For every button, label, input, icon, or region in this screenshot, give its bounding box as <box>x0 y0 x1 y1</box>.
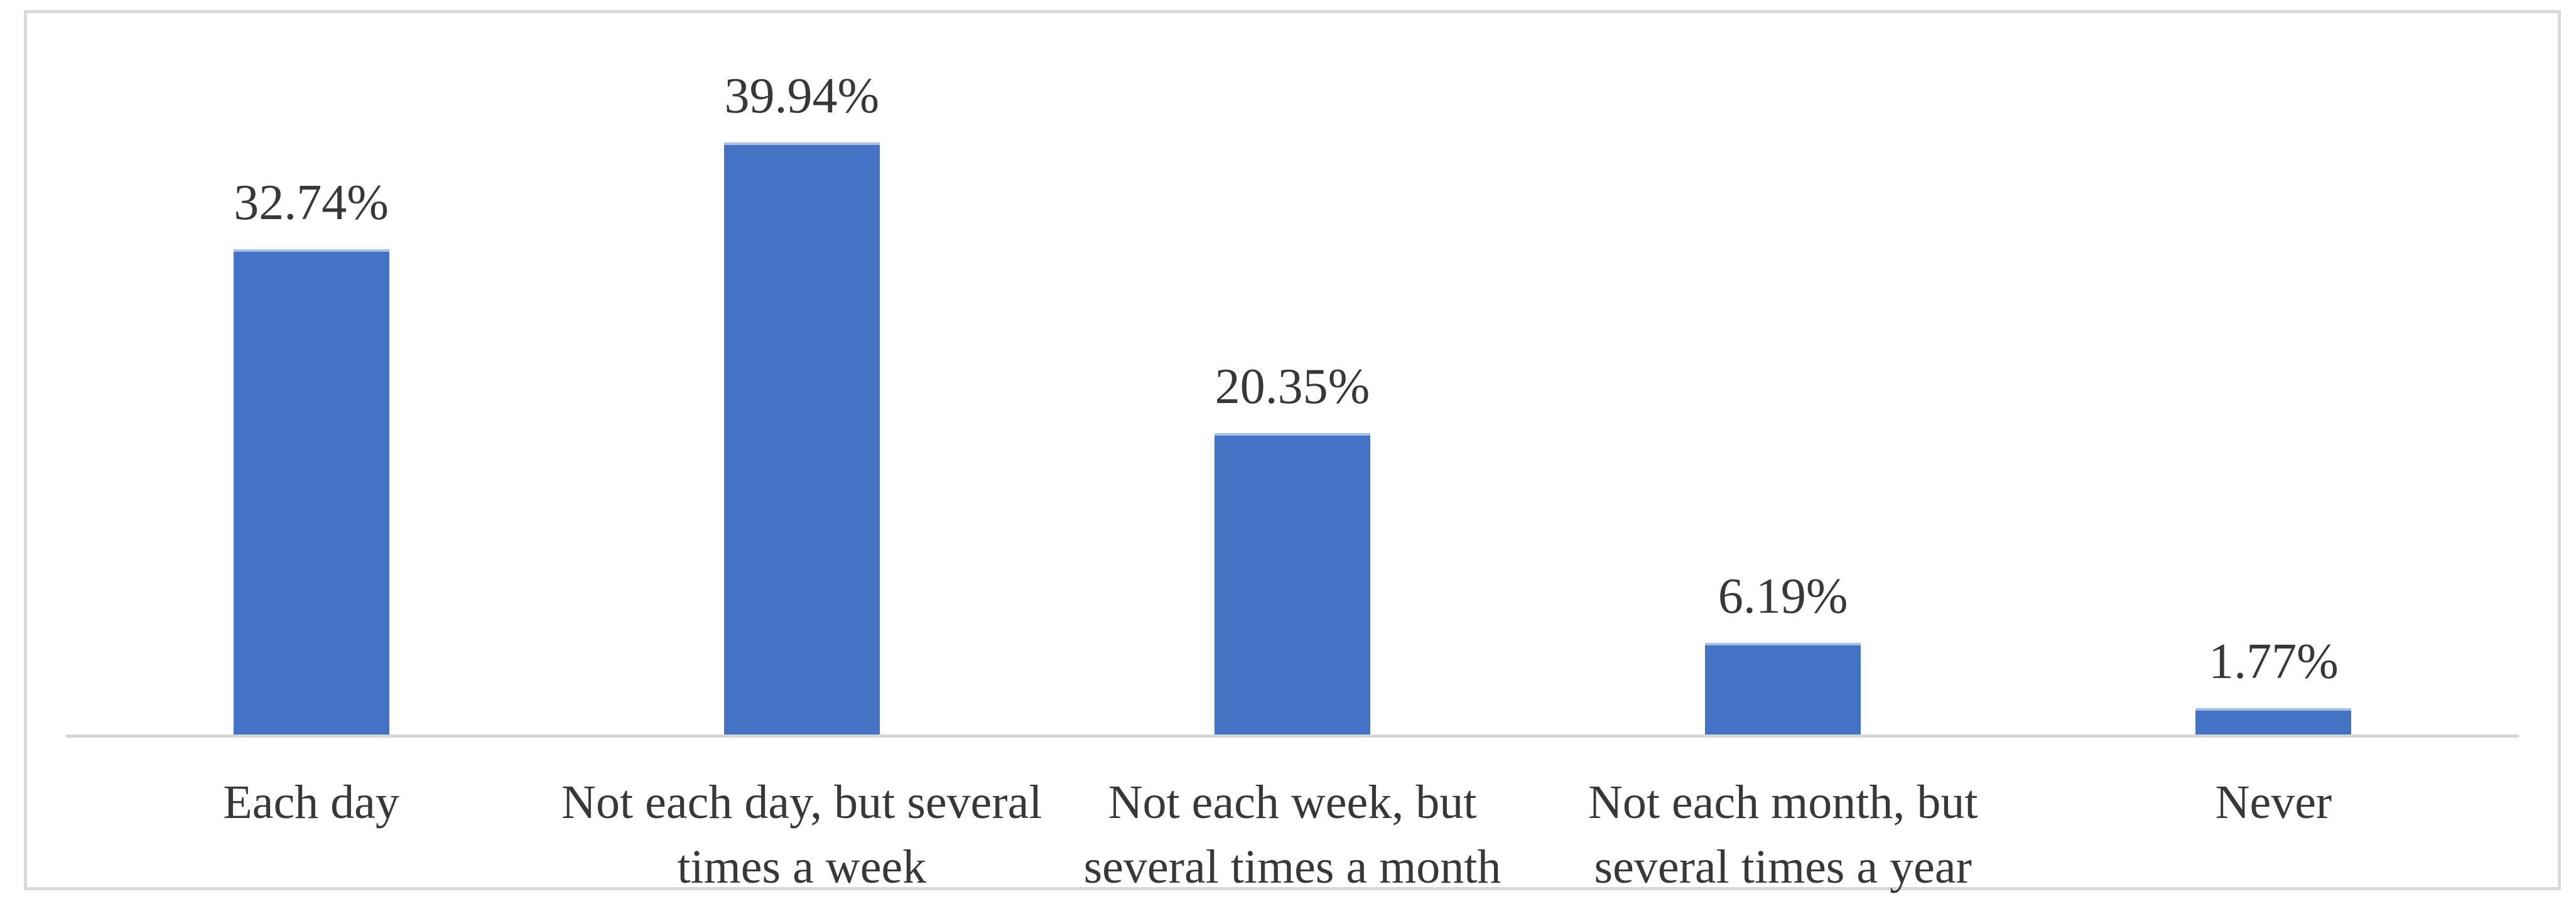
category-axis: Each day Not each day, but several times … <box>66 738 2519 893</box>
bar <box>723 143 880 734</box>
bar-column: 1.77% <box>2028 13 2519 734</box>
bar-value-label: 6.19% <box>1718 569 1848 624</box>
bar <box>233 249 389 734</box>
bar-value-label: 32.74% <box>234 175 389 230</box>
bar <box>1215 433 1370 734</box>
x-axis-line <box>66 734 2519 738</box>
bar-column: 39.94% <box>556 13 1047 734</box>
bar <box>2195 708 2352 734</box>
category-label: Never <box>2215 776 2332 829</box>
category-label: Not each day, but several times a week <box>561 776 1042 893</box>
bar-value-label: 1.77% <box>2209 634 2339 689</box>
bar-column: 32.74% <box>66 13 556 734</box>
plot-area: 32.74% 39.94% 20.35% 6.19% 1.77% <box>66 13 2519 734</box>
bar <box>1705 643 1861 734</box>
category-label: Not each month, but several times a year <box>1588 776 1978 893</box>
bar-value-label: 20.35% <box>1215 359 1370 414</box>
bar-value-label: 39.94% <box>724 68 880 124</box>
bar-column: 6.19% <box>1538 13 2028 734</box>
category-label: Not each week, but several times a month <box>1083 776 1502 893</box>
bar-column: 20.35% <box>1047 13 1537 734</box>
chart-frame: 32.74% 39.94% 20.35% 6.19% 1.77% Each day Not… <box>24 10 2561 893</box>
category-label: Each day <box>223 776 399 829</box>
